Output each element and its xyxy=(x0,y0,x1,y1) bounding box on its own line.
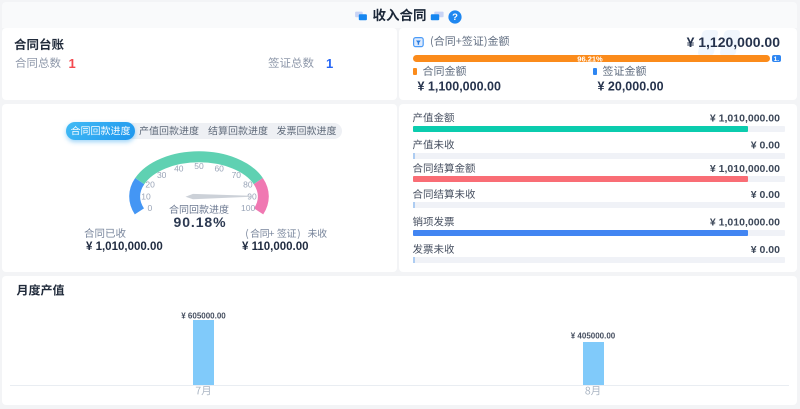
svg-text:¥ 20,000.00: ¥ 20,000.00 xyxy=(598,80,664,94)
svg-text:96.21%: 96.21% xyxy=(577,55,603,64)
svg-text:¥ 1,010,000.00: ¥ 1,010,000.00 xyxy=(710,163,780,175)
svg-text:1.: 1. xyxy=(774,56,780,63)
svg-text:50: 50 xyxy=(194,161,204,171)
svg-text:¥ 110,000.00: ¥ 110,000.00 xyxy=(242,241,309,253)
svg-text:60: 60 xyxy=(214,163,224,173)
svg-text:?: ? xyxy=(452,12,458,23)
svg-text:0: 0 xyxy=(148,203,153,213)
svg-text:¥ 1,010,000.00: ¥ 1,010,000.00 xyxy=(710,112,780,124)
svg-text:¥ 405000.00: ¥ 405000.00 xyxy=(571,332,616,341)
svg-text:90: 90 xyxy=(247,191,257,201)
svg-text:¥ 1,010,000.00: ¥ 1,010,000.00 xyxy=(710,216,780,228)
svg-text:20: 20 xyxy=(145,180,155,190)
svg-text:¥ 0.00: ¥ 0.00 xyxy=(751,189,780,201)
svg-text:70: 70 xyxy=(232,170,242,180)
svg-text:40: 40 xyxy=(174,163,184,173)
svg-text:¥ 1,120,000.00: ¥ 1,120,000.00 xyxy=(687,34,781,50)
svg-text:30: 30 xyxy=(157,170,167,180)
svg-text:¥ 0.00: ¥ 0.00 xyxy=(751,244,780,256)
svg-text:¥ 1,010,000.00: ¥ 1,010,000.00 xyxy=(86,241,163,253)
svg-text:1: 1 xyxy=(326,56,333,71)
svg-text:100: 100 xyxy=(241,203,255,213)
svg-text:¥ 0.00: ¥ 0.00 xyxy=(751,139,780,151)
svg-text:80: 80 xyxy=(243,180,253,190)
svg-text:10: 10 xyxy=(141,191,151,201)
svg-text:1: 1 xyxy=(69,56,76,71)
svg-text:¥ 1,100,000.00: ¥ 1,100,000.00 xyxy=(418,80,501,94)
svg-text:¥ 605000.00: ¥ 605000.00 xyxy=(181,312,226,321)
svg-text:90.18%: 90.18% xyxy=(174,214,227,230)
